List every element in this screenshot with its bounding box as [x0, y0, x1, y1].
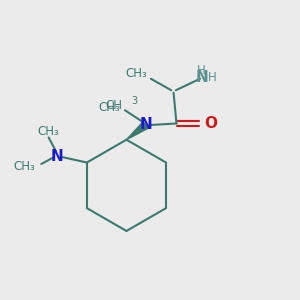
Polygon shape [126, 122, 148, 140]
Text: N: N [195, 70, 208, 86]
Text: CH₃: CH₃ [38, 124, 59, 137]
Text: CH₃: CH₃ [98, 101, 120, 114]
Text: CH: CH [105, 99, 122, 112]
Text: O: O [204, 116, 217, 131]
Text: H: H [197, 64, 206, 77]
Text: 3: 3 [131, 96, 137, 106]
Text: CH₃: CH₃ [125, 67, 147, 80]
Text: H: H [208, 71, 217, 84]
Text: CH₃: CH₃ [14, 160, 35, 173]
Text: N: N [51, 149, 64, 164]
Text: N: N [139, 118, 152, 133]
